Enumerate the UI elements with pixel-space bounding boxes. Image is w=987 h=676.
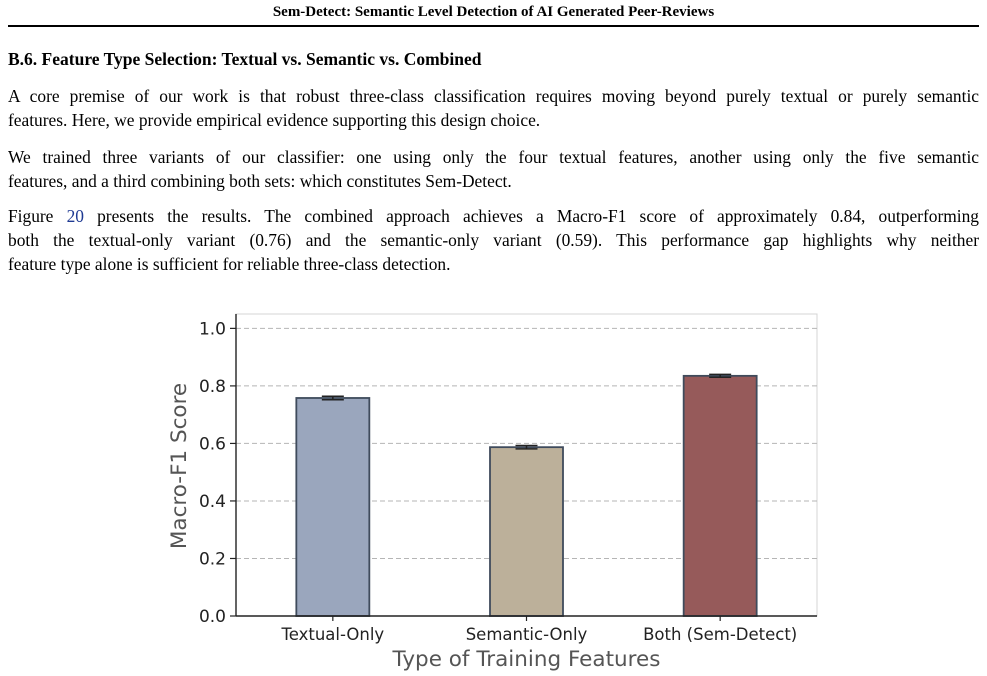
y-axis-label: Macro-F1 Score (167, 383, 192, 549)
bar (682, 374, 758, 617)
y-tick-label: 0.2 (199, 549, 226, 569)
paragraph-line: We trained three variants of our classif… (8, 147, 979, 167)
y-tick-label: 0.8 (199, 377, 226, 397)
paragraph-text: presents the results. The combined appro… (83, 206, 979, 226)
paragraph-line: features. Here, we provide empirical evi… (8, 110, 541, 130)
paragraph-line: both the textual-only variant (0.76) and… (8, 230, 979, 250)
paragraph-line: feature type alone is sufficient for rel… (8, 254, 451, 274)
paragraph-line: features, and a third combining both set… (8, 171, 512, 191)
bar (489, 446, 564, 617)
header-rule (8, 25, 979, 27)
paragraph-line: Figure 20 presents the results. The comb… (8, 204, 979, 228)
bar (295, 397, 371, 617)
y-tick-label: 0.0 (199, 607, 226, 627)
y-tick-label: 0.6 (199, 434, 226, 454)
section-title: B.6. Feature Type Selection: Textual vs.… (8, 49, 482, 69)
paragraph-line: A core premise of our work is that robus… (8, 86, 979, 106)
figure-reference-link[interactable]: 20 (66, 206, 84, 226)
y-tick-label: 1.0 (199, 319, 226, 339)
paragraph-results: Figure 20 presents the results. The comb… (8, 204, 979, 276)
x-axis-label: Type of Training Features (392, 647, 661, 672)
x-tick-label: Semantic-Only (466, 625, 588, 644)
paragraph-variants: We trained three variants of our classif… (8, 145, 979, 193)
paragraph-text: Figure (8, 206, 67, 226)
y-tick-label: 0.4 (199, 492, 226, 512)
paragraph-premise: A core premise of our work is that robus… (8, 84, 979, 132)
running-header: Sem-Detect: Semantic Level Detection of … (272, 4, 715, 20)
x-tick-label: Textual-Only (280, 625, 384, 644)
x-tick-label: Both (Sem-Detect) (643, 625, 797, 644)
